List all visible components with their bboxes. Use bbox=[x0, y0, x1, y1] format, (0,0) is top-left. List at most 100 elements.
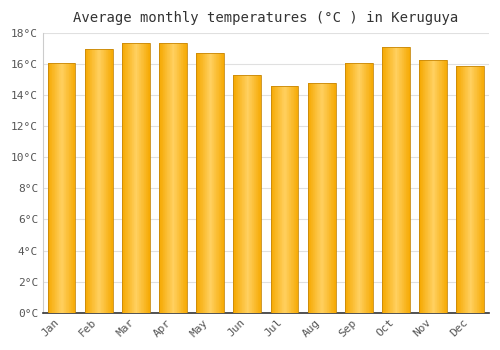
Bar bbox=[51, 63, 52, 313]
Bar bbox=[234, 75, 235, 313]
Bar bbox=[92, 49, 93, 313]
Bar bbox=[103, 49, 104, 313]
Bar bbox=[147, 43, 148, 313]
Bar bbox=[285, 86, 286, 313]
Bar bbox=[330, 83, 332, 313]
Bar bbox=[149, 43, 150, 313]
Bar bbox=[197, 54, 198, 313]
Bar bbox=[257, 75, 258, 313]
Bar bbox=[433, 60, 434, 313]
Bar bbox=[408, 47, 409, 313]
Bar bbox=[239, 75, 240, 313]
Bar bbox=[214, 54, 215, 313]
Bar bbox=[238, 75, 239, 313]
Title: Average monthly temperatures (°C ) in Keruguya: Average monthly temperatures (°C ) in Ke… bbox=[74, 11, 458, 25]
Bar bbox=[143, 43, 144, 313]
Bar bbox=[443, 60, 444, 313]
Bar bbox=[466, 66, 467, 313]
Bar bbox=[349, 63, 350, 313]
Bar bbox=[218, 54, 219, 313]
Bar bbox=[470, 66, 471, 313]
Bar bbox=[334, 83, 335, 313]
Bar bbox=[104, 49, 105, 313]
Bar bbox=[88, 49, 89, 313]
Bar bbox=[385, 47, 386, 313]
Bar bbox=[382, 47, 383, 313]
Bar bbox=[362, 63, 363, 313]
Bar bbox=[390, 47, 391, 313]
Bar bbox=[208, 54, 209, 313]
Bar bbox=[309, 83, 310, 313]
Bar bbox=[292, 86, 293, 313]
Bar bbox=[403, 47, 404, 313]
Bar bbox=[472, 66, 473, 313]
Bar bbox=[244, 75, 246, 313]
Bar bbox=[350, 63, 351, 313]
Bar bbox=[325, 83, 326, 313]
Bar bbox=[352, 63, 354, 313]
Bar bbox=[391, 47, 392, 313]
Bar bbox=[384, 47, 385, 313]
Bar bbox=[424, 60, 425, 313]
Bar bbox=[202, 54, 203, 313]
Bar bbox=[482, 66, 483, 313]
Bar bbox=[110, 49, 112, 313]
Bar bbox=[396, 47, 398, 313]
Bar bbox=[284, 86, 285, 313]
Bar bbox=[320, 83, 321, 313]
Bar bbox=[409, 47, 410, 313]
Bar bbox=[183, 43, 184, 313]
Bar bbox=[467, 66, 468, 313]
Bar bbox=[363, 63, 364, 313]
Bar bbox=[216, 54, 217, 313]
Bar bbox=[256, 75, 257, 313]
Bar bbox=[127, 43, 128, 313]
Bar bbox=[136, 43, 138, 313]
Bar bbox=[176, 43, 177, 313]
Bar bbox=[324, 83, 325, 313]
Bar bbox=[347, 63, 348, 313]
Bar bbox=[372, 63, 373, 313]
Bar bbox=[456, 66, 457, 313]
Bar bbox=[185, 43, 186, 313]
Bar bbox=[60, 63, 61, 313]
Bar bbox=[419, 60, 447, 313]
Bar bbox=[366, 63, 367, 313]
Bar bbox=[52, 63, 53, 313]
Bar bbox=[275, 86, 276, 313]
Bar bbox=[201, 54, 202, 313]
Bar bbox=[288, 86, 290, 313]
Bar bbox=[199, 54, 200, 313]
Bar bbox=[160, 43, 161, 313]
Bar bbox=[481, 66, 482, 313]
Bar bbox=[102, 49, 103, 313]
Bar bbox=[323, 83, 324, 313]
Bar bbox=[128, 43, 129, 313]
Bar bbox=[279, 86, 280, 313]
Bar bbox=[56, 63, 58, 313]
Bar bbox=[420, 60, 422, 313]
Bar bbox=[444, 60, 445, 313]
Bar bbox=[393, 47, 394, 313]
Bar bbox=[254, 75, 255, 313]
Bar bbox=[95, 49, 96, 313]
Bar bbox=[388, 47, 389, 313]
Bar bbox=[198, 54, 199, 313]
Bar bbox=[297, 86, 298, 313]
Bar bbox=[382, 47, 410, 313]
Bar bbox=[270, 86, 272, 313]
Bar bbox=[468, 66, 469, 313]
Bar bbox=[429, 60, 430, 313]
Bar bbox=[252, 75, 253, 313]
Bar bbox=[276, 86, 277, 313]
Bar bbox=[258, 75, 259, 313]
Bar bbox=[389, 47, 390, 313]
Bar bbox=[122, 43, 150, 313]
Bar bbox=[290, 86, 291, 313]
Bar bbox=[404, 47, 405, 313]
Bar bbox=[184, 43, 185, 313]
Bar bbox=[242, 75, 243, 313]
Bar bbox=[105, 49, 106, 313]
Bar bbox=[215, 54, 216, 313]
Bar bbox=[394, 47, 396, 313]
